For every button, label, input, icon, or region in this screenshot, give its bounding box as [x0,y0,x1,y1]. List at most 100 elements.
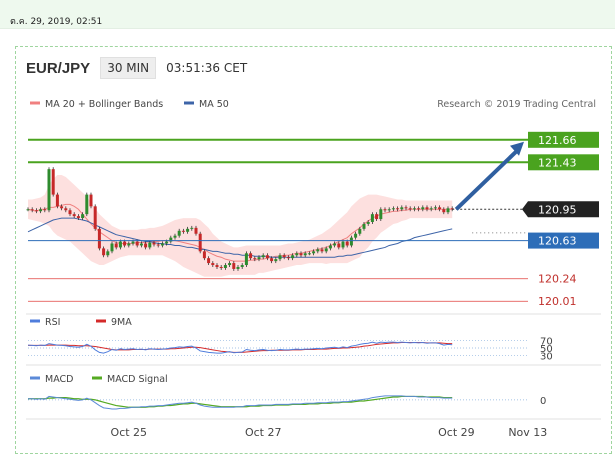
candle-body [223,265,227,268]
x-tick-label: Oct 25 [111,426,148,439]
rsi-legend-label-1: 9MA [111,317,132,328]
candle-body [165,241,169,244]
ma50-line [27,217,453,258]
candle-body [249,253,253,259]
candle-body [316,249,320,252]
chart-panel: EUR/JPY 30 MIN 03:51:36 CET MA 20 + Boll… [15,46,612,454]
candle-body [51,169,55,195]
candle-body [123,241,127,246]
timeframe-button[interactable]: 30 MIN [100,57,157,79]
candle-body [261,255,265,258]
candle-body [81,214,85,219]
candle-body [404,207,408,209]
candle-body [400,207,404,210]
candle-body [55,194,59,207]
candle-body [295,253,299,256]
candle-body [362,223,366,229]
candle-body [299,253,303,256]
candle-body [202,251,206,259]
candle-body [257,257,261,260]
x-tick-label: Nov 13 [508,426,547,439]
x-tick-label: Oct 27 [245,426,282,439]
candle-body [194,227,198,234]
candle-body [97,228,101,249]
candle-body [190,227,194,229]
candle-body [219,266,223,268]
candle-body [102,248,106,256]
macd-tick-label: 0 [540,396,546,407]
macd-legend-label-0: MACD [45,374,73,385]
candle-body [211,263,215,266]
candle-body [169,237,173,242]
candle-body [270,258,274,262]
resistance-label-box [528,131,599,148]
forecast-arrow-shaft [454,148,520,211]
candle-body [43,209,47,211]
candle-body [236,266,240,269]
candle-body [370,214,374,222]
candle-body [379,209,383,220]
clock-label: 03:51:36 CET [166,61,248,75]
candle-body [438,207,442,210]
candle-body [26,209,30,211]
candle-body [286,257,290,259]
candle-body [433,207,437,209]
candle-body [345,241,349,246]
chart-svg: MA 20 + Bollinger Bands MA 50 Research © 2… [26,99,601,439]
candle-body [429,208,433,210]
x-tick-label: Oct 29 [438,426,475,439]
candle-body [139,243,143,246]
candle-body [93,206,97,229]
candle-body [303,253,307,256]
rsi-ma-line [28,342,453,353]
candle-body [110,243,114,252]
candle-body [446,208,450,213]
candle-body [417,208,421,210]
macd-signal-line [28,395,453,408]
last-price-label-box [522,201,599,218]
candle-body [421,207,425,210]
candle-body [181,230,185,232]
candle-body [30,209,34,211]
candle-body [177,230,181,236]
pivot-label-box [528,232,599,249]
candle-body [324,248,328,252]
resistance-label: 121.43 [538,156,577,169]
candle-body [89,194,93,207]
legend-label-1: MA 50 [199,99,229,110]
rsi-tick-label: 30 [540,351,553,362]
candle-body [387,209,391,211]
candle-body [354,233,358,238]
candle-body [148,242,152,248]
candle-body [383,209,387,211]
candle-body [68,210,72,215]
candle-body [366,221,370,224]
candle-body [144,243,148,248]
candle-body [232,263,236,269]
forecast-arrow-head [510,141,524,156]
chart-header: EUR/JPY 30 MIN 03:51:36 CET [26,55,247,81]
candle-body [39,209,43,212]
candle-body [64,208,68,211]
last-price-label: 120.95 [538,203,577,216]
candle-body [198,233,202,252]
candle-body [412,208,416,210]
candle-body [274,259,278,262]
candle-body [333,243,337,246]
candle-body [215,265,219,267]
candle-body [173,235,177,238]
candle-body [307,253,311,255]
candle-body [85,194,89,215]
candle-body [358,228,362,234]
candle-body [328,245,332,249]
candle-body [278,255,282,260]
candle-body [72,214,76,217]
candle-body [186,228,190,232]
credit-label: Research © 2019 Trading Central [437,99,596,110]
resistance-label-box [528,154,599,171]
rsi-tick-label: 50 [540,344,553,355]
candle-body [312,251,316,254]
resistance-label: 121.66 [538,134,577,147]
candle-body [118,241,122,248]
candle-body [425,207,429,210]
